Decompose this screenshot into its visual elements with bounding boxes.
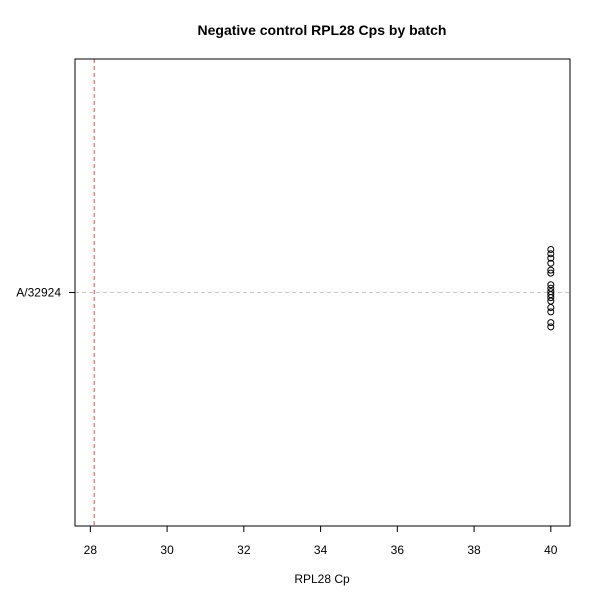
data-point — [547, 266, 555, 274]
x-tick-label: 34 — [314, 543, 328, 557]
data-point — [547, 254, 555, 262]
data-point — [547, 308, 555, 316]
data-point — [547, 246, 555, 253]
plot-area — [75, 59, 570, 526]
data-point — [547, 294, 555, 302]
x-tick-label: 32 — [237, 543, 251, 557]
x-axis-label: RPL28 Cp — [294, 572, 350, 586]
data-point — [547, 319, 555, 327]
y-axis: A/32924 — [16, 286, 75, 300]
x-tick-label: 30 — [160, 543, 174, 557]
data-point — [547, 259, 555, 267]
x-tick-label: 28 — [84, 543, 98, 557]
x-tick-label: 40 — [544, 543, 558, 557]
x-tick-label: 36 — [391, 543, 405, 557]
data-point — [547, 304, 555, 312]
y-tick-label: A/32924 — [16, 286, 61, 300]
data-point — [547, 281, 555, 289]
data-point — [547, 323, 555, 331]
data-point — [547, 269, 555, 277]
chart-title: Negative control RPL28 Cps by batch — [198, 22, 447, 38]
data-point — [547, 250, 555, 258]
x-tick-label: 38 — [467, 543, 481, 557]
x-axis: 28 30 32 34 36 38 40 — [84, 526, 558, 557]
